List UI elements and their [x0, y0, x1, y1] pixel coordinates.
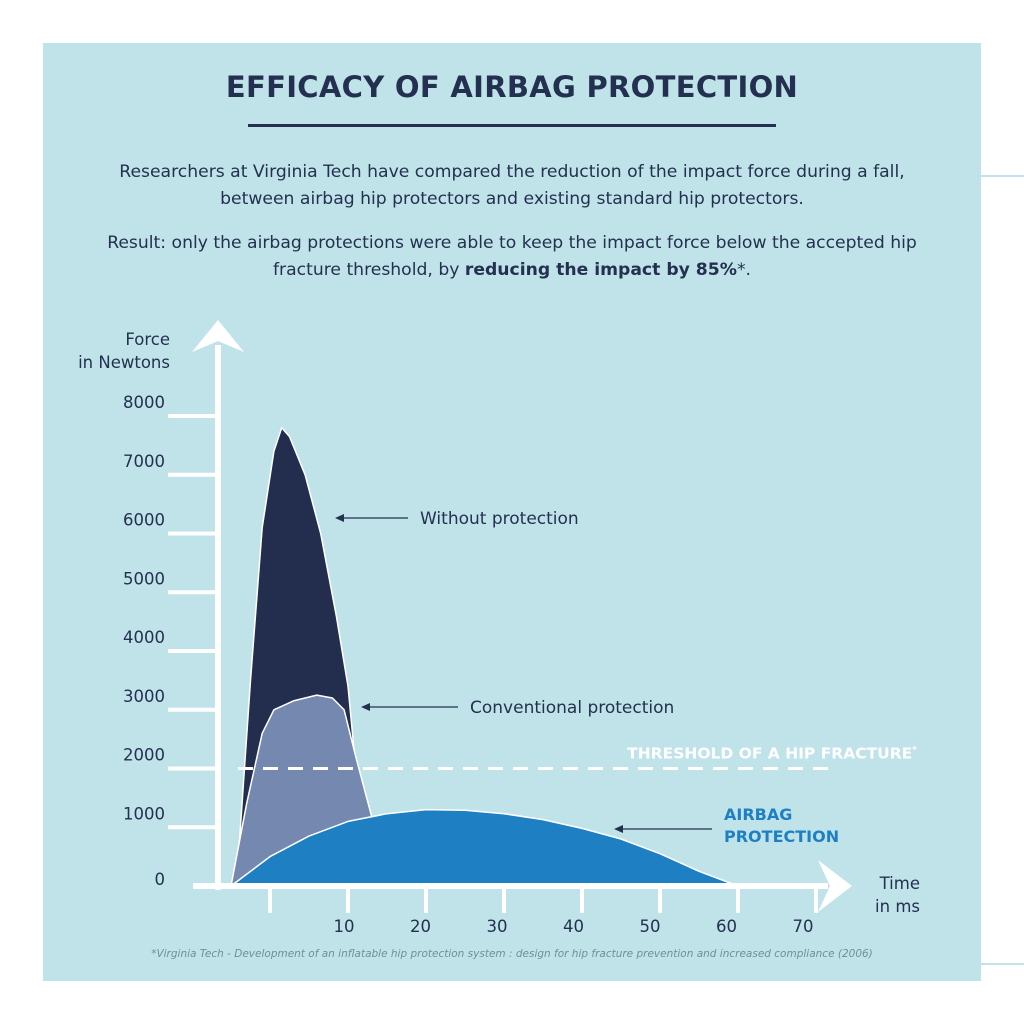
y-tick-label: 4000 — [123, 628, 165, 647]
x-axis-title-line1: Time — [879, 874, 920, 893]
page-title: EFFICACY OF AIRBAG PROTECTION — [225, 70, 799, 104]
side-line-top — [981, 175, 1024, 177]
series-area-2 — [230, 808, 739, 887]
axis-labels: Force in Newtons Time in ms — [78, 330, 920, 916]
arrow-head-icon — [335, 514, 344, 522]
result-highlight: reducing the impact by 85% — [464, 260, 737, 280]
y-tick-label: 5000 — [123, 569, 165, 588]
result-text: Result: only the airbag protections were… — [107, 233, 917, 280]
series-label: AIRBAG — [724, 805, 792, 824]
x-tick-label: 60 — [716, 917, 737, 936]
y-axis-title-line2: in Newtons — [78, 353, 170, 372]
side-line-bottom — [981, 963, 1024, 965]
y-tick-label: 7000 — [123, 452, 165, 471]
arrow-head-icon — [361, 703, 370, 711]
x-tick-marks: 10 20 30 40 50 60 70 — [268, 886, 818, 936]
threshold-label: THRESHOLD OF A HIP FRACTURE* — [627, 745, 917, 763]
x-tick-label: 40 — [563, 917, 584, 936]
x-tick-label: 70 — [793, 917, 814, 936]
y-tick-label: 3000 — [123, 687, 165, 706]
series-label: Conventional protection — [470, 698, 674, 718]
y-tick-label: 8000 — [123, 393, 165, 412]
title-underline — [248, 124, 776, 127]
series-annotations: Without protection Conventional protectio… — [335, 509, 839, 846]
x-tick-label: 30 — [487, 917, 508, 936]
series-label: PROTECTION — [724, 827, 839, 846]
x-axis-arrow-icon — [818, 860, 852, 912]
y-axis-title-line1: Force — [125, 330, 170, 349]
y-tick-label: 6000 — [123, 511, 165, 530]
x-tick-label: 50 — [640, 917, 661, 936]
y-tick-label: 1000 — [123, 804, 165, 823]
y-tick-label: 2000 — [123, 746, 165, 765]
intro-paragraph: Researchers at Virginia Tech have compar… — [119, 162, 905, 209]
y-tick-label: 0 — [155, 870, 166, 889]
y-tick-marks: 0 1000 2000 3000 4000 5000 6000 7000 8000 — [123, 393, 218, 889]
series-label: Without protection — [420, 509, 579, 529]
series-areas — [230, 427, 739, 887]
x-tick-label: 10 — [334, 917, 355, 936]
x-tick-label: 20 — [410, 917, 431, 936]
footnote: *Virginia Tech - Development of an infla… — [151, 948, 873, 960]
y-axis-arrow-icon — [192, 320, 244, 352]
x-axis-title-line2: in ms — [875, 897, 920, 916]
arrow-head-icon — [614, 825, 623, 833]
result-suffix: *. — [736, 260, 752, 280]
result-paragraph: Result: only the airbag protections were… — [85, 230, 939, 284]
